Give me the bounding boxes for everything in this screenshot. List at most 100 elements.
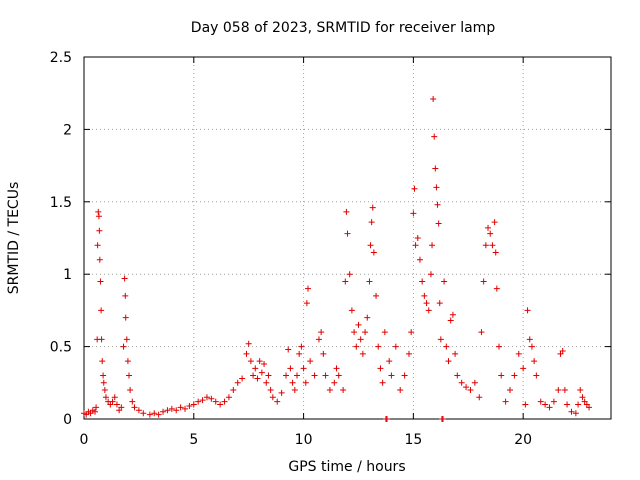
plot-frame [83,56,612,420]
data-point [370,249,377,256]
data-point [118,404,125,411]
data-point [315,336,322,343]
data-point [520,365,527,372]
data-point [346,271,353,278]
data-point [575,401,582,408]
data-point [96,227,103,234]
data-point [489,242,496,249]
data-point [99,358,106,365]
data-point [173,407,180,414]
data-point [164,407,171,414]
data-point [177,404,184,411]
data-point [502,398,509,405]
data-point [533,372,540,379]
data-point [437,336,444,343]
data-point [546,404,553,411]
data-point [433,184,440,191]
data-point [195,398,202,405]
data-point [96,256,103,263]
data-point [405,350,412,357]
data-point [537,398,544,405]
data-point [230,387,237,394]
data-point [436,300,443,307]
data-point [412,242,419,249]
data-points [81,95,593,422]
data-point [208,395,215,402]
data-point [225,394,232,401]
data-point [217,401,224,408]
data-point [375,343,382,350]
data-point [151,410,158,417]
data-point [427,271,434,278]
data-point [100,379,107,386]
data-point [526,336,533,343]
data-point [129,398,136,405]
data-point [515,350,522,357]
data-point [287,365,294,372]
data-point [351,329,358,336]
data-point [368,219,375,226]
x-tick-label: 10 [295,432,313,448]
data-point [432,165,439,172]
data-point [322,372,329,379]
data-point [542,401,549,408]
data-point [123,336,130,343]
chart-title: Day 058 of 2023, SRMTID for receiver lam… [191,20,496,36]
data-point [247,358,254,365]
data-point [440,416,447,422]
data-point [476,394,483,401]
data-point [298,343,305,350]
data-point [411,185,418,192]
data-point [291,387,298,394]
data-point [318,329,325,336]
data-point [362,329,369,336]
data-point [487,230,494,237]
data-point [392,343,399,350]
data-point [131,404,138,411]
data-point [122,292,129,299]
data-point [467,387,474,394]
data-point [146,411,153,418]
data-point [102,394,109,401]
data-point [283,372,290,379]
y-tick-label: 2 [63,122,72,138]
data-point [572,410,579,417]
data-point [414,235,421,241]
data-point [528,343,535,350]
data-point [348,307,355,314]
data-point [421,292,428,299]
x-tick-label: 0 [80,432,89,448]
data-point [124,358,131,365]
data-point [364,314,371,321]
data-point [278,389,285,396]
data-point [458,379,465,386]
data-point [121,275,128,282]
data-point [496,343,503,350]
data-point [377,365,384,372]
data-point [492,249,499,256]
data-point [445,358,452,365]
data-point [94,242,101,249]
data-point [366,278,373,285]
data-point [239,375,246,382]
data-point [463,384,470,391]
data-point [416,256,423,263]
x-tick-label: 20 [514,432,532,448]
data-point [441,278,448,285]
data-point [550,398,557,405]
data-point [342,278,349,285]
data-point [203,394,210,401]
data-point [263,379,270,386]
data-point [568,408,575,415]
data-point [160,408,167,415]
data-point [559,347,566,354]
data-point [190,401,197,408]
data-point [293,372,300,379]
data-point [91,408,98,415]
data-point [498,372,505,379]
data-point [182,405,189,412]
data-point [506,387,513,394]
x-tick-label: 15 [404,432,422,448]
data-point [357,336,364,343]
